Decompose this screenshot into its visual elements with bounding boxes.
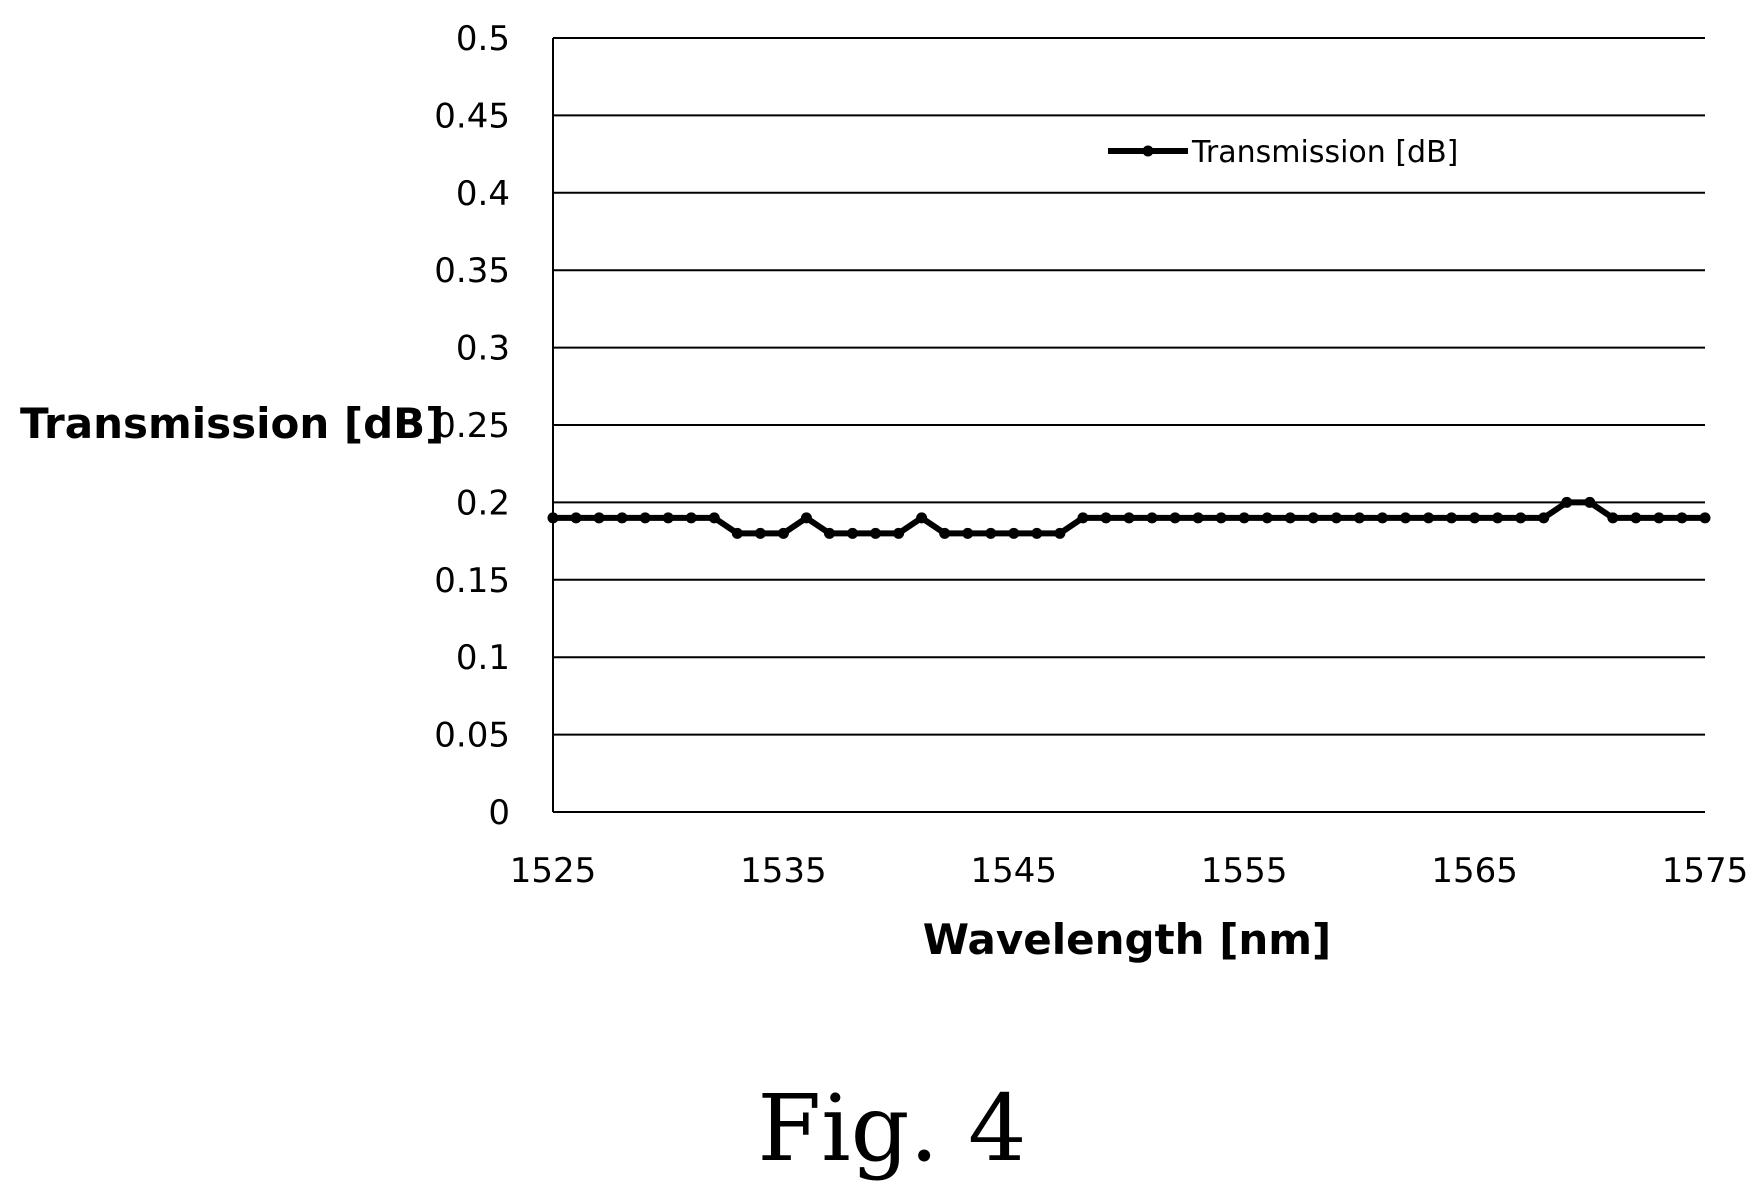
data-point [870, 527, 882, 539]
data-point [1146, 512, 1158, 524]
y-tick-label: 0.1 [456, 638, 510, 678]
data-point [939, 527, 951, 539]
y-tick-labels: 0 0.05 0.1 0.15 0.2 0.25 0.3 0.35 0.4 0.45 0.5 [434, 19, 510, 833]
y-tick-label: 0.25 [434, 406, 510, 446]
data-point [1423, 512, 1435, 524]
data-point [1077, 512, 1089, 524]
data-point [639, 512, 651, 524]
data-point [1100, 512, 1112, 524]
data-point [847, 527, 859, 539]
figure-caption: Fig. 4 [757, 1075, 1026, 1182]
y-tick-label: 0.05 [434, 716, 510, 756]
data-point [1031, 527, 1043, 539]
data-point [1353, 512, 1365, 524]
data-point [547, 512, 559, 524]
data-point [1492, 512, 1504, 524]
data-point [823, 527, 835, 539]
data-point [1284, 512, 1296, 524]
data-point [731, 527, 743, 539]
x-tick-label: 1545 [971, 851, 1058, 891]
data-point [616, 512, 628, 524]
x-tick-label: 1555 [1201, 851, 1288, 891]
y-tick-label: 0.5 [456, 19, 510, 59]
y-tick-label: 0.4 [456, 174, 510, 214]
data-point [1538, 512, 1550, 524]
legend: Transmission [dB] [1108, 135, 1458, 170]
x-tick-labels: 1525 1535 1545 1555 1565 1575 [510, 851, 1749, 891]
data-point [777, 527, 789, 539]
data-point [1123, 512, 1135, 524]
data-point [1446, 512, 1458, 524]
data-point [1376, 512, 1388, 524]
data-point [985, 527, 997, 539]
data-point [1584, 496, 1596, 508]
x-tick-label: 1575 [1662, 851, 1749, 891]
data-point [1307, 512, 1319, 524]
data-point [1699, 512, 1711, 524]
data-point [1008, 527, 1020, 539]
data-point [800, 512, 812, 524]
y-tick-label: 0.3 [456, 329, 510, 369]
data-point [593, 512, 605, 524]
y-tick-label: 0.35 [434, 251, 510, 291]
data-point [685, 512, 697, 524]
x-tick-label: 1565 [1431, 851, 1518, 891]
x-axis-title: Wavelength [nm] [923, 915, 1332, 964]
data-point [1607, 512, 1619, 524]
data-point [1653, 512, 1665, 524]
data-point [1561, 496, 1573, 508]
y-tick-label: 0 [488, 793, 510, 833]
data-point [1330, 512, 1342, 524]
y-tick-label: 0.2 [456, 483, 510, 523]
data-point [962, 527, 974, 539]
data-point [1169, 512, 1181, 524]
data-point [662, 512, 674, 524]
data-point [1676, 512, 1688, 524]
y-tick-label: 0.15 [434, 561, 510, 601]
data-point [1261, 512, 1273, 524]
data-point [1469, 512, 1481, 524]
data-point [570, 512, 582, 524]
data-point [1054, 527, 1066, 539]
data-point [708, 512, 720, 524]
legend-point-marker [1142, 145, 1154, 157]
data-point [1238, 512, 1250, 524]
data-point [1215, 512, 1227, 524]
gridlines [553, 37, 1705, 736]
data-point [1399, 512, 1411, 524]
data-point [893, 527, 905, 539]
x-tick-label: 1535 [740, 851, 827, 891]
data-point [916, 512, 928, 524]
data-point [754, 527, 766, 539]
series-transmission [547, 496, 1711, 539]
axes [552, 38, 1705, 813]
legend-label: Transmission [dB] [1191, 135, 1458, 170]
y-axis-title: Transmission [dB] [20, 399, 444, 448]
data-point [1515, 512, 1527, 524]
y-tick-label: 0.45 [434, 96, 510, 136]
data-point [1630, 512, 1642, 524]
data-point [1192, 512, 1204, 524]
x-tick-label: 1525 [510, 851, 597, 891]
